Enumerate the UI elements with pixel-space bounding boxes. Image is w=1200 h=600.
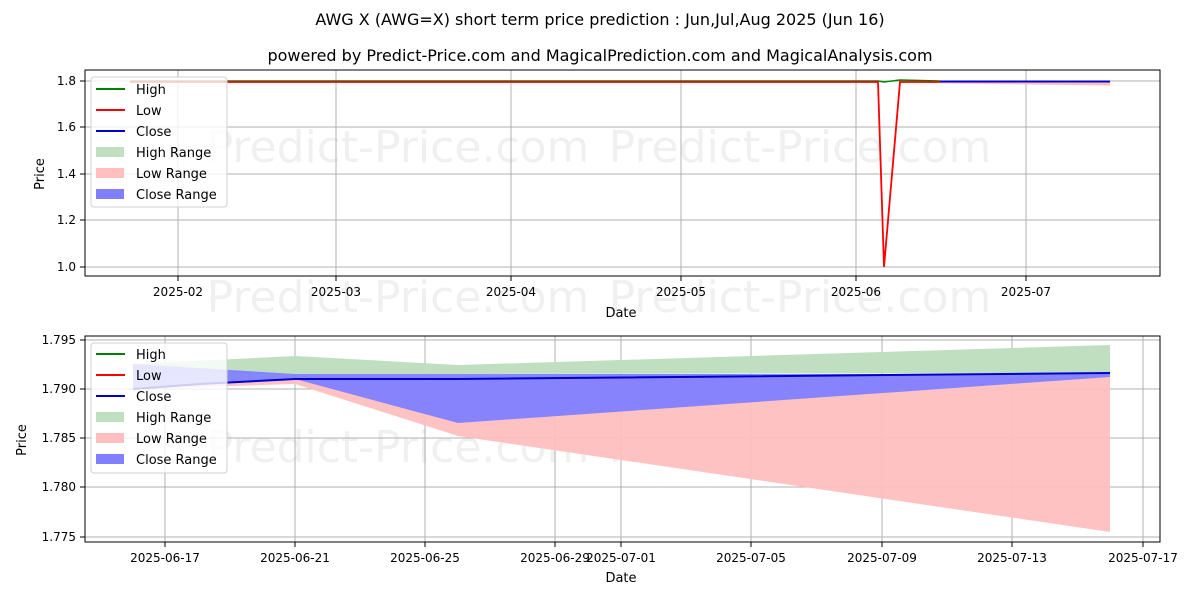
- svg-text:2025-06-29: 2025-06-29: [520, 551, 590, 565]
- svg-text:1.8: 1.8: [57, 74, 76, 88]
- svg-text:2025-07-13: 2025-07-13: [977, 551, 1047, 565]
- top-high-line: [130, 79, 941, 83]
- legend-high-range-swatch: [96, 412, 124, 422]
- bottom-x-label: Date: [605, 571, 636, 586]
- legend-close-range-label: Close Range: [136, 188, 217, 203]
- watermark: Predict-Price.com: [609, 122, 992, 173]
- svg-text:2025-06-21: 2025-06-21: [260, 551, 330, 565]
- legend-close-range-swatch: [96, 454, 124, 464]
- top-y-ticks: 1.8 1.6 1.4 1.2 1.0: [57, 74, 85, 274]
- legend-low-range-label: Low Range: [136, 167, 207, 182]
- svg-text:1.780: 1.780: [42, 480, 76, 494]
- svg-text:2025-03: 2025-03: [311, 285, 361, 299]
- bottom-axes-frame: [84, 335, 1161, 543]
- legend-low-range-swatch: [96, 168, 124, 178]
- legend-low-label: Low: [136, 104, 162, 119]
- svg-text:1.2: 1.2: [57, 213, 76, 227]
- legend-low-range-label: Low Range: [136, 432, 207, 447]
- top-grid: [85, 70, 1160, 276]
- svg-text:1.790: 1.790: [42, 382, 76, 396]
- top-y-label: Price: [33, 158, 48, 190]
- svg-text:2025-06-25: 2025-06-25: [390, 551, 460, 565]
- svg-text:2025-05: 2025-05: [656, 285, 706, 299]
- svg-text:2025-07-05: 2025-07-05: [716, 551, 786, 565]
- chart-subtitle: powered by Predict-Price.com and Magical…: [267, 46, 933, 65]
- svg-text:2025-07-17: 2025-07-17: [1108, 551, 1178, 565]
- svg-text:1.775: 1.775: [42, 530, 76, 544]
- top-axes-frame: [84, 69, 1161, 277]
- watermark: Predict-Price.com: [207, 272, 590, 323]
- bottom-y-label: Price: [15, 424, 30, 456]
- legend-close-label: Close: [136, 125, 171, 140]
- svg-text:1.6: 1.6: [57, 120, 76, 134]
- legend-high-label: High: [136, 348, 166, 363]
- svg-text:1.0: 1.0: [57, 260, 76, 274]
- legend-close-label: Close: [136, 390, 171, 405]
- bottom-x-ticks: 2025-06-17 2025-06-21 2025-06-25 2025-06…: [130, 542, 1178, 565]
- svg-text:2025-07: 2025-07: [1001, 285, 1051, 299]
- bottom-plot: Predict-Price.com Predict-Price.com: [15, 333, 1178, 586]
- top-low-line: [130, 81, 940, 268]
- top-x-label: Date: [605, 306, 636, 321]
- svg-text:2025-06: 2025-06: [831, 285, 881, 299]
- legend-high-range-label: High Range: [136, 146, 211, 161]
- bottom-y-ticks: 1.795 1.790 1.785 1.780 1.775: [42, 333, 85, 544]
- legend-low-range-swatch: [96, 433, 124, 443]
- svg-text:2025-07-01: 2025-07-01: [586, 551, 656, 565]
- top-legend: High Low Close High Range Low Range Clos…: [90, 76, 228, 208]
- top-plot: Predict-Price.com Predict-Price.com Pred…: [33, 69, 1161, 323]
- high-range-area: [133, 345, 1110, 374]
- top-x-ticks: 2025-02 2025-03 2025-04 2025-05 2025-06 …: [153, 276, 1051, 299]
- bottom-legend: High Low Close High Range Low Range Clos…: [90, 342, 228, 474]
- legend-low-label: Low: [136, 369, 162, 384]
- legend-close-range-swatch: [96, 189, 124, 199]
- low-range-area: [133, 377, 1110, 532]
- svg-text:2025-07-09: 2025-07-09: [847, 551, 917, 565]
- svg-text:2025-04: 2025-04: [486, 285, 536, 299]
- watermark: Predict-Price.com: [609, 272, 992, 323]
- svg-text:1.795: 1.795: [42, 333, 76, 347]
- chart-title: AWG X (AWG=X) short term price predictio…: [315, 10, 885, 29]
- svg-text:2025-02: 2025-02: [153, 285, 203, 299]
- legend-close-range-label: Close Range: [136, 453, 217, 468]
- svg-text:1.785: 1.785: [42, 431, 76, 445]
- legend-high-label: High: [136, 83, 166, 98]
- legend-high-range-swatch: [96, 147, 124, 157]
- svg-text:2025-06-17: 2025-06-17: [130, 551, 200, 565]
- legend-high-range-label: High Range: [136, 411, 211, 426]
- watermark: Predict-Price.com: [207, 122, 590, 173]
- svg-text:1.4: 1.4: [57, 167, 76, 181]
